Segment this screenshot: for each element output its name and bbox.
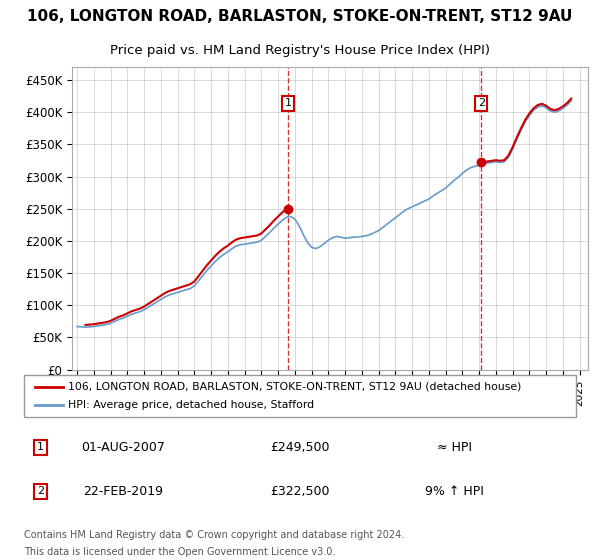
Text: 22-FEB-2019: 22-FEB-2019 [83, 485, 163, 498]
Text: 1: 1 [37, 442, 44, 452]
Text: ≈ HPI: ≈ HPI [437, 441, 472, 454]
Text: 9% ↑ HPI: 9% ↑ HPI [425, 485, 484, 498]
Text: Price paid vs. HM Land Registry's House Price Index (HPI): Price paid vs. HM Land Registry's House … [110, 44, 490, 57]
Text: 2: 2 [478, 99, 485, 109]
Text: 106, LONGTON ROAD, BARLASTON, STOKE-ON-TRENT, ST12 9AU: 106, LONGTON ROAD, BARLASTON, STOKE-ON-T… [28, 10, 572, 24]
Text: This data is licensed under the Open Government Licence v3.0.: This data is licensed under the Open Gov… [24, 547, 335, 557]
Text: 106, LONGTON ROAD, BARLASTON, STOKE-ON-TRENT, ST12 9AU (detached house): 106, LONGTON ROAD, BARLASTON, STOKE-ON-T… [68, 382, 521, 392]
Text: 1: 1 [284, 99, 292, 109]
Text: Contains HM Land Registry data © Crown copyright and database right 2024.: Contains HM Land Registry data © Crown c… [24, 530, 404, 539]
FancyBboxPatch shape [24, 375, 576, 417]
Text: £322,500: £322,500 [270, 485, 330, 498]
Text: £249,500: £249,500 [270, 441, 330, 454]
Text: 01-AUG-2007: 01-AUG-2007 [82, 441, 165, 454]
Text: HPI: Average price, detached house, Stafford: HPI: Average price, detached house, Staf… [68, 400, 314, 410]
Text: 2: 2 [37, 487, 44, 496]
